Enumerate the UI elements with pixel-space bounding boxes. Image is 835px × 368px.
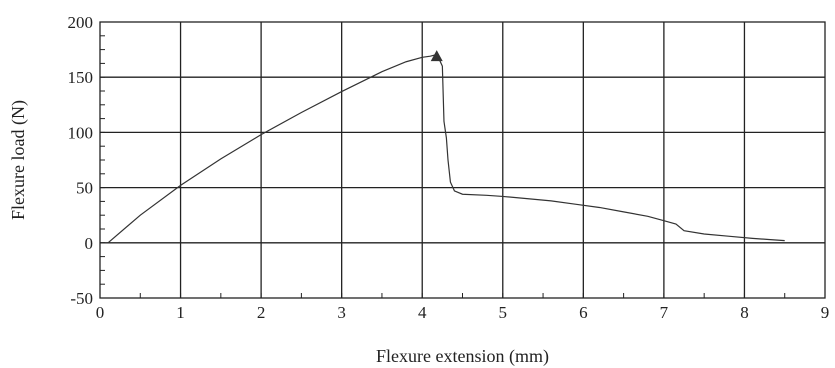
x-tick-label: 1 xyxy=(176,303,185,322)
x-tick-label: 8 xyxy=(740,303,749,322)
x-tick-label: 6 xyxy=(579,303,588,322)
load-extension-series-line xyxy=(107,54,785,244)
plot-area-frame xyxy=(99,21,826,299)
y-tick-label: 200 xyxy=(68,13,94,32)
peak-load-triangle-marker xyxy=(430,50,443,62)
y-tick-label: 150 xyxy=(68,68,94,87)
x-tick-label: 0 xyxy=(96,303,105,322)
y-tick-label: 0 xyxy=(85,234,94,253)
y-tick-label: 100 xyxy=(68,123,94,142)
x-tick-labels: 0 1 2 3 4 5 6 7 8 9 xyxy=(96,303,830,322)
x-tick-label: 9 xyxy=(821,303,830,322)
y-tick-labels: -50 0 50 100 150 200 xyxy=(68,13,94,308)
x-tick-label: 7 xyxy=(660,303,669,322)
minor-ticks xyxy=(99,21,826,299)
horizontal-gridlines xyxy=(100,76,825,244)
x-tick-label: 4 xyxy=(418,303,427,322)
x-axis-label: Flexure extension (mm) xyxy=(376,346,549,367)
y-axis-label: Flexure load (N) xyxy=(8,100,29,220)
x-tick-label: 2 xyxy=(257,303,266,322)
x-tick-label: 3 xyxy=(337,303,346,322)
y-tick-label: -50 xyxy=(70,289,93,308)
y-tick-label: 50 xyxy=(76,179,93,198)
vertical-gridlines xyxy=(179,22,746,298)
x-tick-label: 5 xyxy=(499,303,508,322)
